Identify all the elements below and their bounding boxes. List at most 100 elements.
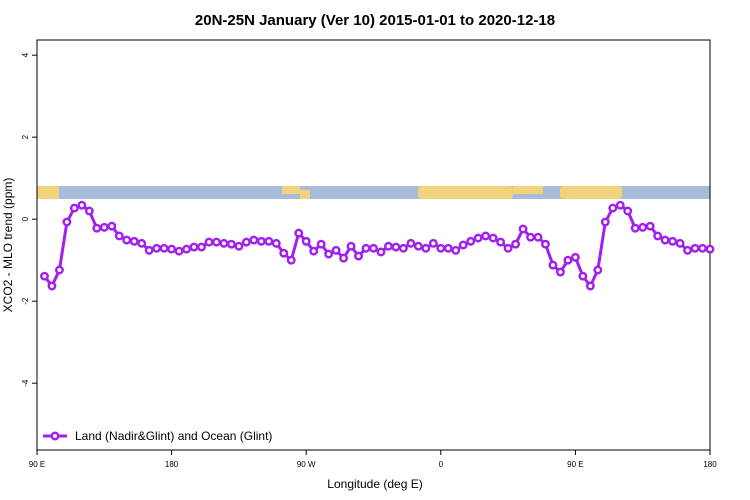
data-point bbox=[600, 217, 610, 227]
map-land bbox=[37, 186, 59, 199]
data-point bbox=[197, 242, 206, 252]
map-land bbox=[300, 190, 310, 199]
data-point bbox=[608, 203, 618, 213]
data-point bbox=[585, 281, 595, 291]
data-point bbox=[698, 243, 707, 253]
data-point bbox=[548, 260, 558, 270]
data-point bbox=[555, 267, 565, 277]
map-land bbox=[560, 186, 622, 199]
data-point bbox=[286, 255, 296, 265]
data-point bbox=[406, 238, 416, 248]
data-point bbox=[99, 222, 109, 232]
data-point bbox=[623, 206, 633, 216]
data-point bbox=[398, 243, 408, 253]
legend: Land (Nadir&Glint) and Ocean (Glint) bbox=[43, 429, 272, 443]
data-point bbox=[473, 233, 483, 243]
data-point bbox=[219, 238, 229, 248]
data-point bbox=[346, 241, 356, 251]
data-point bbox=[204, 237, 214, 247]
data-point bbox=[466, 236, 476, 246]
data-point bbox=[234, 241, 244, 251]
data-point bbox=[503, 243, 513, 253]
data-point bbox=[391, 242, 401, 252]
y-tick-label: 4 bbox=[21, 52, 30, 57]
map-land bbox=[513, 186, 543, 194]
data-point bbox=[384, 241, 393, 251]
data-point bbox=[84, 206, 94, 216]
data-point bbox=[630, 223, 640, 233]
data-point bbox=[159, 243, 169, 253]
data-point bbox=[129, 236, 139, 246]
data-point bbox=[451, 245, 461, 255]
data-point bbox=[578, 271, 588, 281]
legend-marker bbox=[50, 431, 60, 441]
data-point bbox=[40, 271, 49, 281]
x-tick-label: 90 W bbox=[297, 460, 316, 469]
x-tick-label: 180 bbox=[703, 460, 717, 469]
data-point bbox=[653, 231, 663, 241]
x-tick-label: 90 E bbox=[29, 460, 45, 469]
y-tick-label: -2 bbox=[21, 297, 30, 305]
data-point bbox=[660, 235, 670, 245]
data-point bbox=[570, 252, 580, 262]
data-point bbox=[47, 281, 57, 291]
data-point bbox=[92, 223, 102, 233]
data-point bbox=[496, 237, 506, 247]
data-point bbox=[182, 244, 192, 254]
data-point bbox=[294, 228, 304, 238]
data-point bbox=[256, 236, 266, 246]
data-point bbox=[705, 244, 715, 254]
data-point bbox=[309, 246, 319, 256]
data-point bbox=[189, 242, 199, 252]
data-point bbox=[324, 249, 334, 259]
map-land bbox=[418, 186, 513, 199]
data-point bbox=[443, 243, 453, 253]
data-point bbox=[167, 244, 177, 254]
x-tick-label: 0 bbox=[439, 460, 444, 469]
data-point bbox=[144, 245, 154, 255]
data-point bbox=[174, 246, 184, 256]
data-point bbox=[77, 200, 87, 210]
data-point bbox=[122, 235, 132, 245]
data-point bbox=[645, 221, 655, 231]
map-strip bbox=[37, 186, 710, 199]
data-point bbox=[264, 236, 274, 246]
data-point bbox=[458, 240, 468, 250]
data-point bbox=[114, 231, 124, 241]
data-point bbox=[279, 248, 289, 258]
data-point bbox=[271, 238, 281, 248]
data-point bbox=[413, 241, 423, 251]
data-point bbox=[152, 243, 162, 253]
data-point bbox=[481, 231, 491, 241]
data-point bbox=[137, 238, 147, 248]
data-point bbox=[241, 237, 251, 247]
data-point bbox=[683, 245, 693, 255]
y-tick-label: 0 bbox=[21, 216, 30, 221]
data-point bbox=[533, 232, 543, 242]
data-point bbox=[436, 243, 446, 253]
data-point bbox=[615, 200, 625, 210]
data-point bbox=[212, 237, 221, 247]
data-point bbox=[249, 235, 259, 245]
data-point bbox=[107, 221, 117, 231]
data-point bbox=[354, 251, 363, 261]
legend-label: Land (Nadir&Glint) and Ocean (Glint) bbox=[75, 429, 272, 443]
data-point bbox=[226, 239, 236, 249]
data-point bbox=[376, 247, 386, 257]
x-axis-label: Longitude (deg E) bbox=[327, 477, 422, 491]
data-point bbox=[593, 265, 603, 275]
data-point bbox=[526, 232, 535, 242]
data-point bbox=[690, 243, 700, 253]
data-point bbox=[331, 245, 341, 255]
data-point bbox=[421, 243, 431, 253]
data-point bbox=[301, 236, 311, 246]
data-point bbox=[428, 238, 438, 248]
x-tick-label: 180 bbox=[165, 460, 179, 469]
data-point bbox=[62, 217, 72, 227]
data-point bbox=[668, 236, 678, 246]
data-point bbox=[563, 255, 573, 265]
data-point bbox=[518, 224, 528, 234]
x-tick-label: 90 E bbox=[567, 460, 583, 469]
data-point bbox=[541, 239, 550, 249]
